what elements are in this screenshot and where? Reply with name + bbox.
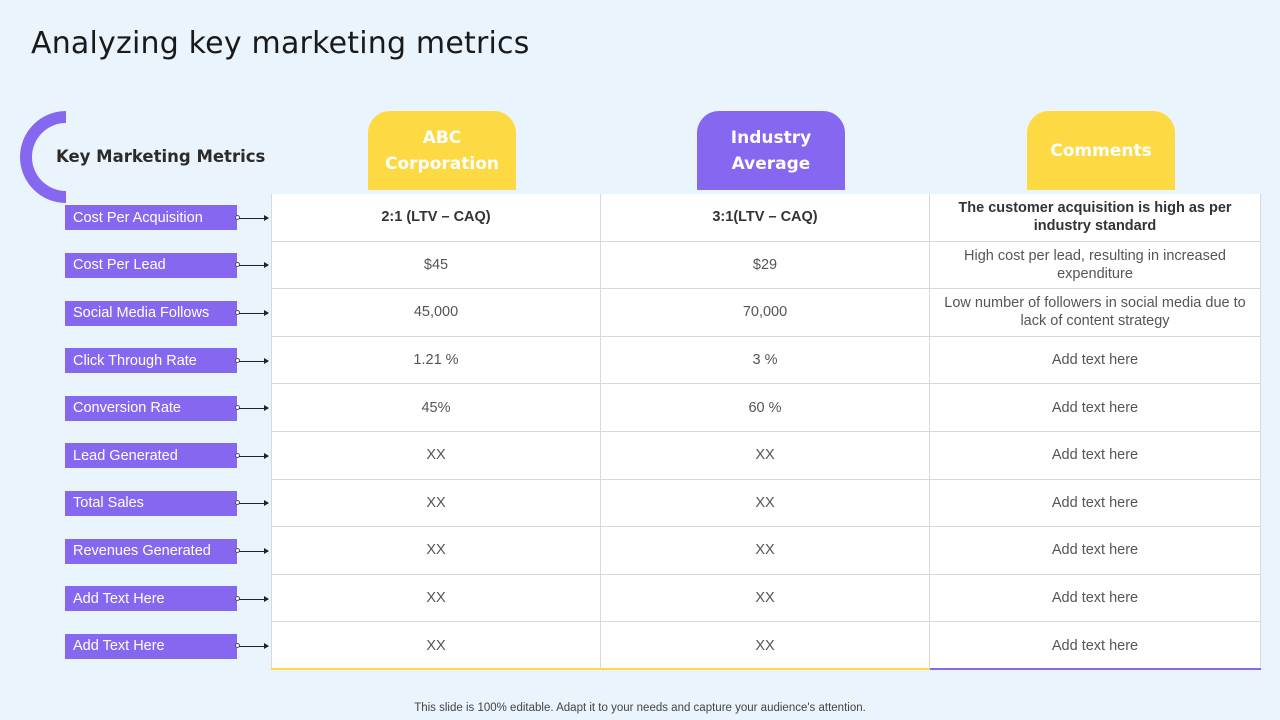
cell-abc: 2:1 (LTV – CAQ): [271, 194, 601, 242]
cell-industry: 70,000: [601, 289, 930, 337]
metric-label-text: Total Sales: [73, 495, 144, 512]
metric-label: Add Text Here: [65, 633, 240, 659]
key-metrics-ring-icon: [20, 111, 66, 203]
arrow-icon: [239, 643, 269, 649]
cell-abc: $45: [271, 241, 601, 290]
metric-label: Click Through Rate: [65, 348, 240, 374]
table-baseline-purple: [930, 668, 1261, 670]
cell-industry: XX: [601, 574, 930, 623]
metric-label-text: Lead Generated: [73, 447, 178, 464]
arrow-icon: [239, 215, 269, 221]
cell-industry: 3:1(LTV – CAQ): [601, 194, 930, 242]
connector-dot: [235, 595, 240, 601]
cell-comment: Add text here: [930, 384, 1261, 432]
metric-label-text: Click Through Rate: [73, 352, 197, 369]
arrow-icon: [239, 310, 269, 316]
arrow-icon: [239, 358, 269, 364]
cell-industry: XX: [601, 432, 930, 480]
metric-label: Conversion Rate: [65, 395, 240, 421]
arrow-icon: [239, 453, 269, 459]
cell-comment: Add text here: [930, 622, 1261, 670]
connector-dot: [235, 262, 240, 268]
page-title: Analyzing key marketing metrics: [31, 26, 530, 61]
connector-dot: [235, 405, 240, 411]
arrow-icon: [239, 596, 269, 602]
cell-industry: 60 %: [601, 384, 930, 432]
column-header-comments: Comments: [1027, 111, 1175, 190]
connector-dot: [235, 500, 240, 506]
metrics-table: 2:1 (LTV – CAQ) 3:1(LTV – CAQ) The custome…: [271, 194, 1261, 670]
arrow-icon: [239, 500, 269, 506]
metric-label-text: Add Text Here: [73, 638, 165, 655]
column-header-abc: ABC Corporation: [368, 111, 516, 190]
cell-abc: 1.21 %: [271, 336, 601, 385]
cell-industry: XX: [601, 527, 930, 575]
cell-comment: High cost per lead, resulting in increas…: [930, 241, 1261, 290]
metric-label: Lead Generated: [65, 443, 240, 469]
cell-abc: XX: [271, 574, 601, 623]
cell-abc: 45%: [271, 384, 601, 432]
table-baseline-yellow: [271, 668, 930, 670]
arrow-icon: [239, 262, 269, 268]
cell-abc: XX: [271, 527, 601, 575]
metric-label: Add Text Here: [65, 586, 240, 612]
connector-dot: [235, 214, 240, 220]
column-header-industry: Industry Average: [697, 111, 845, 190]
cell-industry: 3 %: [601, 336, 930, 385]
metric-label-text: Add Text Here: [73, 590, 165, 607]
metric-label: Cost Per Lead: [65, 252, 240, 278]
arrow-icon: [239, 405, 269, 411]
metric-label: Total Sales: [65, 490, 240, 516]
cell-comment: Add text here: [930, 527, 1261, 575]
connector-dot: [235, 452, 240, 458]
cell-industry: XX: [601, 622, 930, 670]
footer-note: This slide is 100% editable. Adapt it to…: [414, 702, 866, 714]
metric-label: Cost Per Acquisition: [65, 205, 240, 231]
metric-label-text: Conversion Rate: [73, 400, 181, 417]
metric-label: Social Media Follows: [65, 300, 240, 326]
cell-comment: Add text here: [930, 574, 1261, 623]
cell-comment: The customer acquisition is high as per …: [930, 194, 1261, 242]
arrow-icon: [239, 548, 269, 554]
metric-label: Revenues Generated: [65, 538, 240, 564]
cell-abc: XX: [271, 479, 601, 528]
cell-comment: Low number of followers in social media …: [930, 289, 1261, 337]
cell-comment: Add text here: [930, 432, 1261, 480]
connector-dot: [235, 310, 240, 315]
metric-label-text: Social Media Follows: [73, 305, 210, 321]
key-metrics-label: Key Marketing Metrics: [56, 147, 266, 166]
cell-comment: Add text here: [930, 479, 1261, 528]
cell-abc: XX: [271, 432, 601, 480]
connector-dot: [235, 548, 240, 553]
metric-label-text: Revenues Generated: [73, 543, 211, 559]
cell-industry: $29: [601, 241, 930, 290]
metric-label-text: Cost Per Lead: [73, 257, 166, 274]
cell-comment: Add text here: [930, 336, 1261, 385]
connector-dot: [235, 357, 240, 363]
cell-abc: 45,000: [271, 289, 601, 337]
cell-abc: XX: [271, 622, 601, 670]
connector-dot: [235, 643, 240, 649]
cell-industry: XX: [601, 479, 930, 528]
metric-label-text: Cost Per Acquisition: [73, 209, 203, 226]
